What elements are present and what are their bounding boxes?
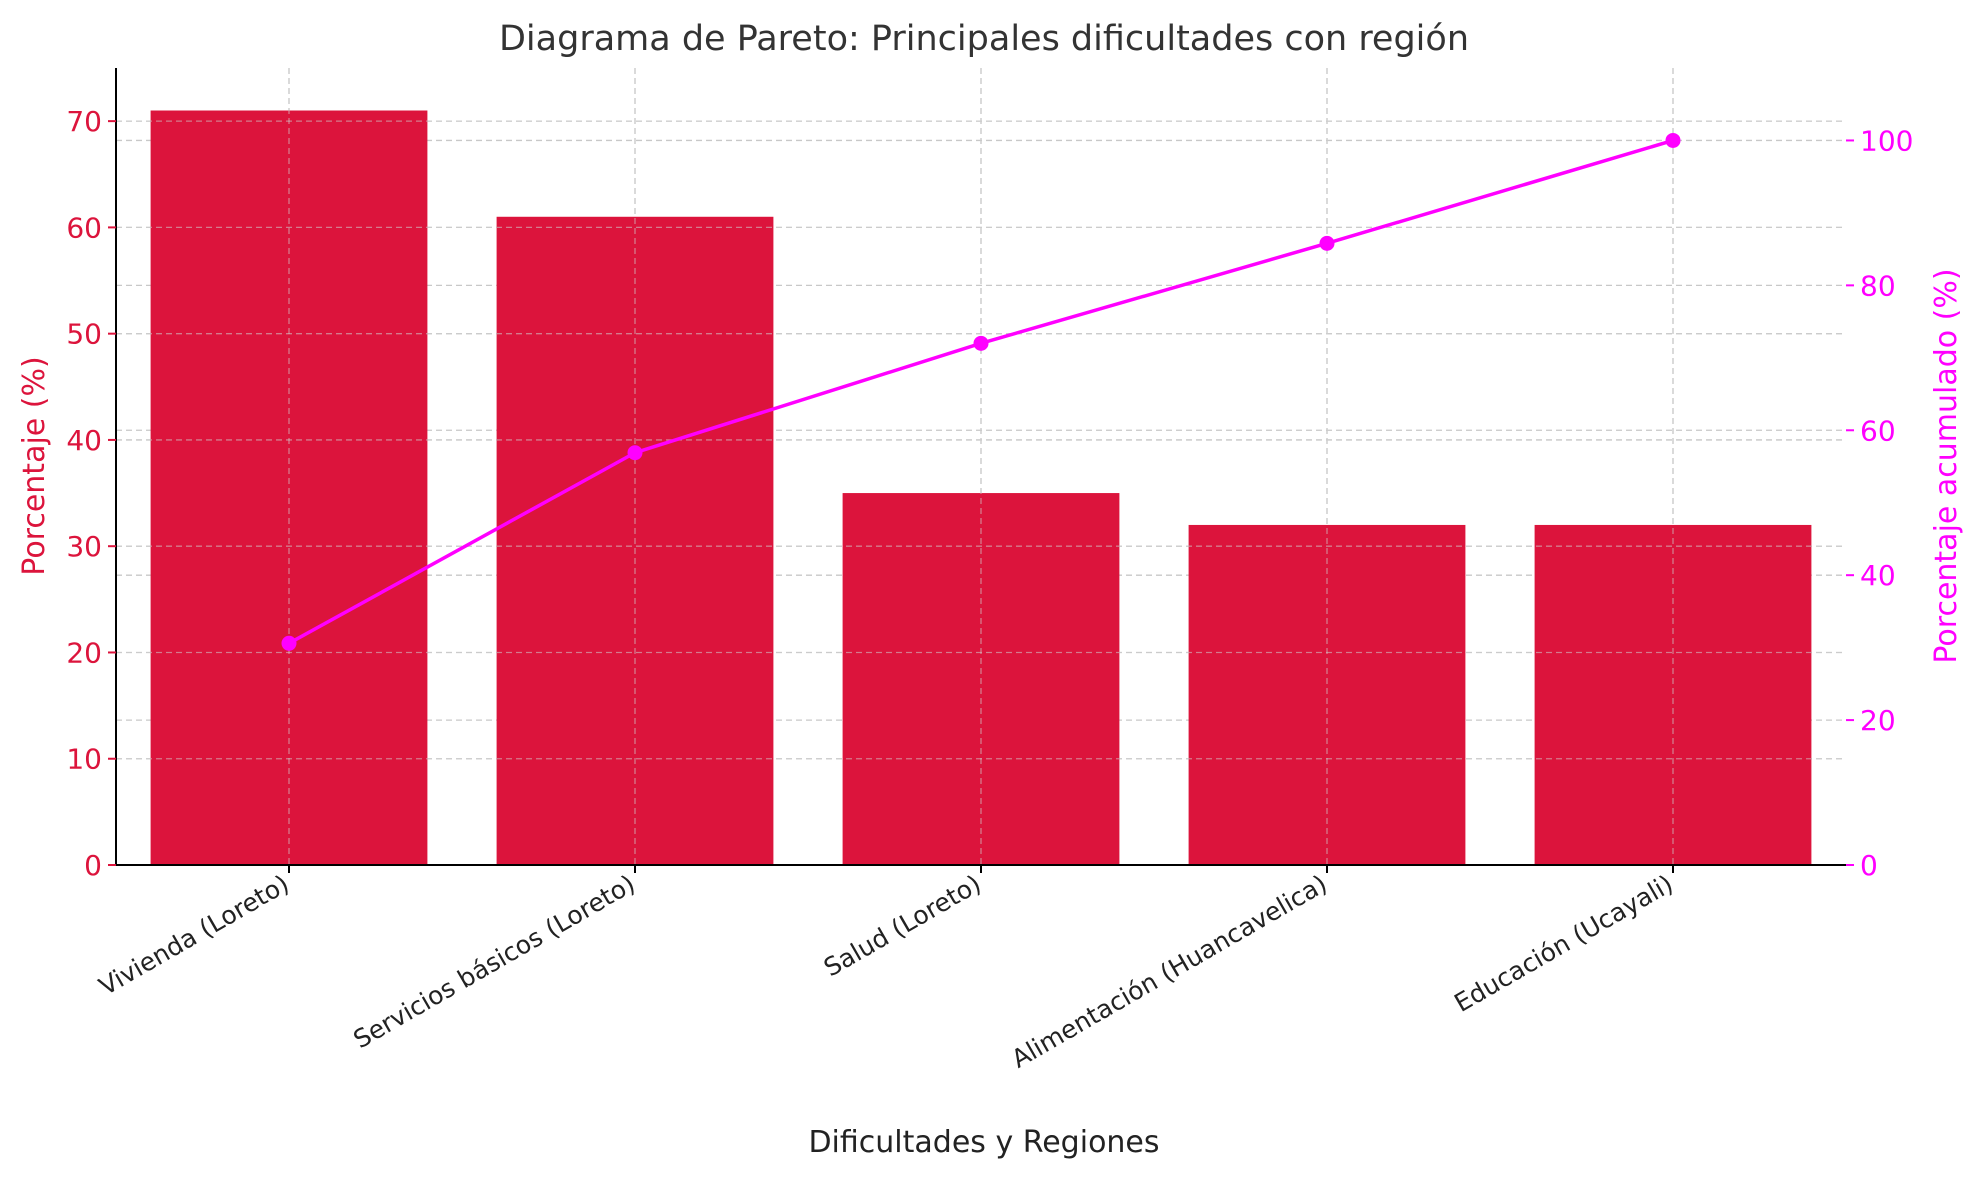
y-tick-label: 60 <box>66 211 102 244</box>
y-tick-label: 40 <box>66 424 102 457</box>
cumulative-point <box>281 635 297 651</box>
chart-title: Diagrama de Pareto: Principales dificult… <box>499 19 1469 59</box>
cumulative-point <box>627 445 643 461</box>
x-tick-label: Alimentación (Huancavelica) <box>1007 869 1332 1074</box>
bar-layer <box>116 68 1846 866</box>
y-tick-label: 0 <box>84 849 102 882</box>
y2-tick-label: 80 <box>1860 269 1896 302</box>
y-tick-label: 20 <box>66 636 102 669</box>
cumulative-point <box>1665 132 1681 148</box>
y-tick-label: 70 <box>66 105 102 138</box>
y-axis-label: Porcentaje (%) <box>17 356 52 575</box>
y2-tick-label: 20 <box>1860 704 1896 737</box>
y2-tick-label: 60 <box>1860 414 1896 447</box>
y-tick-label: 10 <box>66 743 102 776</box>
x-tick-label: Salud (Loreto) <box>819 869 986 982</box>
x-axis-label: Dificultades y Regiones <box>808 1125 1159 1160</box>
y2-axis-label: Porcentaje acumulado (%) <box>1929 268 1964 663</box>
y-tick-label: 50 <box>66 318 102 351</box>
y2-tick-label: 40 <box>1860 559 1896 592</box>
x-tick-label: Servicios básicos (Loreto) <box>348 869 640 1054</box>
cumulative-point <box>1319 235 1335 251</box>
y2-tick-label: 0 <box>1860 849 1878 882</box>
y-tick-label: 30 <box>66 530 102 563</box>
x-tick-label: Educación (Ucayali) <box>1449 869 1678 1018</box>
cumulative-point <box>973 335 989 351</box>
line-layer <box>281 132 1681 651</box>
x-tick-label: Vivienda (Loreto) <box>94 869 294 1001</box>
y2-tick-label: 100 <box>1860 124 1913 157</box>
